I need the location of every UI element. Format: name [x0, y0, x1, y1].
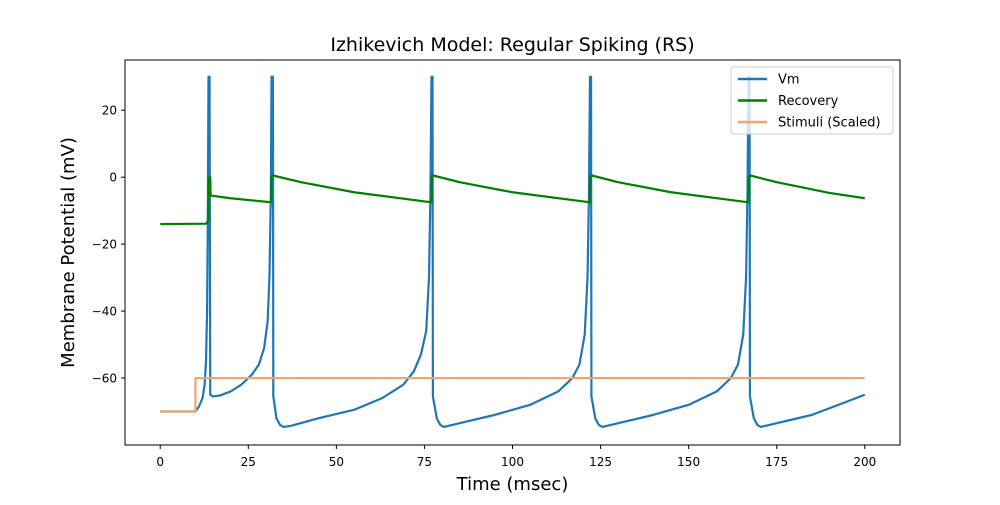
x-tick-label: 200: [853, 455, 876, 469]
legend-label-2: Stimuli (Scaled): [778, 116, 881, 131]
legend-box: [730, 66, 894, 135]
y-axis: −60 −40 −20 0 20: [92, 104, 125, 386]
legend-entries: Vm Recovery Stimuli (Scaled): [738, 73, 881, 131]
x-axis: 0 25 50 75 100 125 150 175 200: [156, 445, 876, 469]
x-tick-label: 125: [589, 455, 612, 469]
x-axis-label: Time (msec): [456, 474, 569, 495]
y-tick-label: −20: [92, 238, 117, 252]
series-line-0: [160, 75, 866, 429]
x-tick-label: 50: [329, 455, 344, 469]
x-tick-label: 150: [677, 455, 700, 469]
y-tick-label: −60: [92, 372, 117, 386]
y-tick-label: −40: [92, 305, 117, 319]
x-tick-label: 100: [501, 455, 524, 469]
series-line-2: [160, 376, 865, 413]
x-tick-label: 75: [417, 455, 432, 469]
legend: Vm Recovery Stimuli (Scaled): [730, 66, 894, 135]
legend-label-0: Vm: [778, 73, 800, 88]
y-tick-label: 20: [102, 104, 117, 118]
legend-label-1: Recovery: [778, 94, 839, 109]
x-tick-label: 25: [241, 455, 256, 469]
x-tick-label: 175: [765, 455, 788, 469]
chart-title: Izhikevich Model: Regular Spiking (RS): [330, 34, 694, 56]
y-axis-label: Membrane Potential (mV): [58, 137, 79, 368]
x-tick-label: 0: [156, 455, 164, 469]
series-line-1: [160, 174, 865, 226]
series-layer: [160, 75, 866, 429]
y-tick-label: 0: [109, 171, 117, 185]
